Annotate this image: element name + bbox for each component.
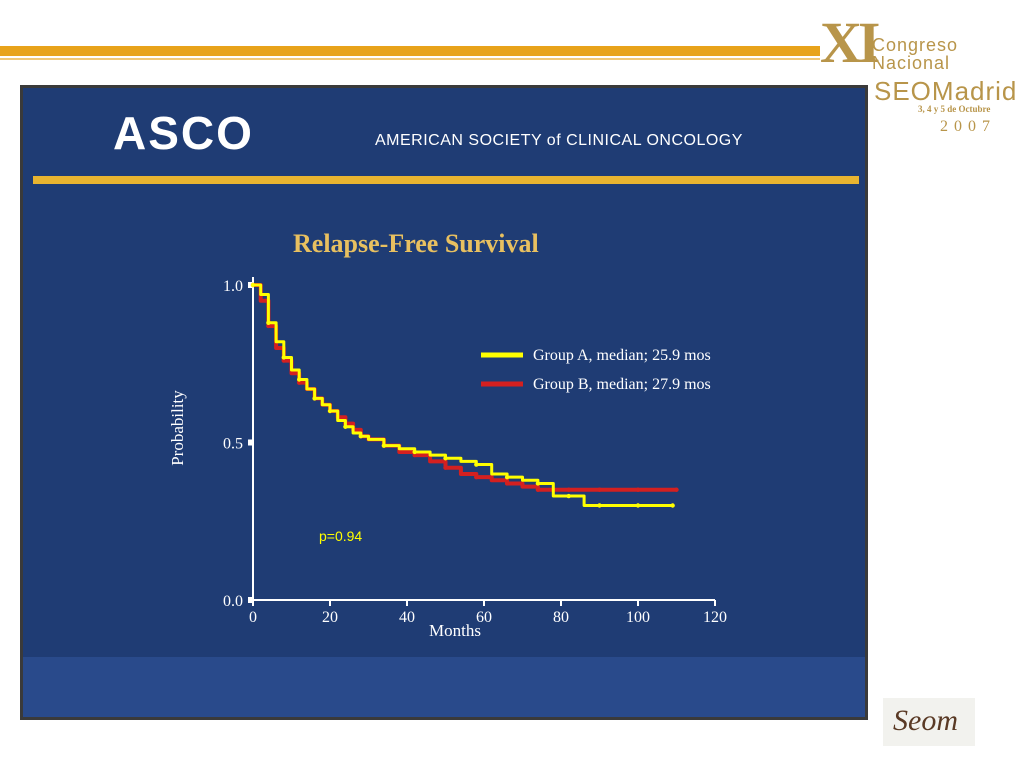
asco-org-name: AMERICAN SOCIETY of CLINICAL ONCOLOGY	[375, 132, 743, 149]
series-group-a-point	[535, 481, 541, 486]
series-group-b-point	[297, 380, 302, 385]
y-axis-label: Probability	[168, 390, 187, 466]
x-tick-label: 40	[399, 609, 415, 626]
series-group-b-point	[412, 452, 417, 458]
chart-legend: Group A, median; 25.9 mos Group B, median…	[481, 347, 711, 393]
chart-title: Relapse-Free Survival	[293, 229, 539, 258]
survival-chart: Relapse-Free Survival Probability Months…	[168, 229, 727, 640]
header-accent-line	[0, 58, 820, 60]
series-group-b-point	[504, 481, 510, 486]
seom-footer-logo: Seom	[883, 698, 975, 746]
series-group-a-point	[250, 282, 256, 288]
y-tick-label: 0.0	[223, 593, 243, 610]
asco-logo: ASCO	[113, 107, 254, 159]
congress-year: 2007	[940, 118, 996, 135]
slide-image: ASCO AMERICAN SOCIETY of CLINICAL ONCOLO…	[20, 85, 868, 720]
series-group-b-point	[266, 323, 271, 329]
series-group-a-point	[474, 462, 479, 467]
series-group-a-point	[670, 503, 675, 508]
slide-header: ASCO AMERICAN SOCIETY of CLINICAL ONCOLO…	[23, 88, 865, 176]
congress-dates: 3, 4 y 5 de Octubre	[918, 104, 991, 114]
congress-line-3: SEOMadrid	[874, 76, 1018, 106]
series-group-a-point	[597, 503, 602, 508]
series-group-b-point	[674, 487, 679, 492]
slide-gold-divider	[33, 176, 859, 184]
p-value-annotation: p=0.94	[319, 528, 362, 544]
congress-line-2: Nacional	[872, 53, 951, 73]
legend-label: Group A, median; 25.9 mos	[533, 347, 711, 364]
series-group-b-point	[474, 474, 479, 480]
legend-label: Group B, median; 27.9 mos	[533, 376, 711, 393]
x-tick-label: 100	[626, 609, 650, 626]
series-group-a-point	[281, 355, 286, 360]
y-tick-mark	[248, 597, 253, 603]
y-tick-label: 0.5	[223, 436, 243, 453]
x-tick-label: 20	[322, 609, 338, 626]
slide-bottom-band	[23, 657, 865, 717]
x-tick-label: 0	[249, 609, 257, 626]
series-group-a-point	[327, 408, 333, 414]
x-tick-label: 120	[703, 609, 727, 626]
x-tick-label: 60	[476, 609, 492, 626]
series-group-b-point	[443, 465, 448, 470]
series-group-b-point	[535, 487, 541, 492]
seom-logo-text: Seom	[893, 704, 958, 737]
series-group-a-point	[266, 320, 271, 325]
series-group-a-point	[343, 424, 348, 429]
x-axis-label: Months	[429, 621, 481, 640]
series-group-a-point	[443, 456, 448, 461]
series-group-a-point	[412, 449, 417, 455]
y-tick-label: 1.0	[223, 278, 243, 295]
series-group-b-point	[281, 358, 286, 363]
series-group-a-point	[358, 434, 363, 439]
series-group-a-point	[381, 443, 387, 448]
series-group-a-point	[297, 377, 302, 382]
series-group-b-point	[635, 487, 641, 492]
congress-numeral: XI	[820, 10, 881, 75]
series-group-a-point	[504, 474, 510, 480]
y-tick-mark	[248, 439, 253, 446]
header-accent-bar	[0, 46, 820, 56]
series-group-a-point	[312, 396, 317, 401]
x-tick-label: 80	[553, 609, 569, 626]
congress-line-1: Congreso	[872, 35, 959, 55]
series-group-b-point	[597, 487, 602, 492]
chart-axes: 0 20 40 60 80 100 120 0.0 0.5 1.0	[223, 277, 727, 626]
series-group-a-point	[566, 493, 571, 499]
chart-series	[250, 282, 679, 508]
series-group-a-point	[635, 503, 641, 508]
series-group-b-point	[566, 487, 571, 492]
y-tick-mark	[248, 282, 253, 288]
